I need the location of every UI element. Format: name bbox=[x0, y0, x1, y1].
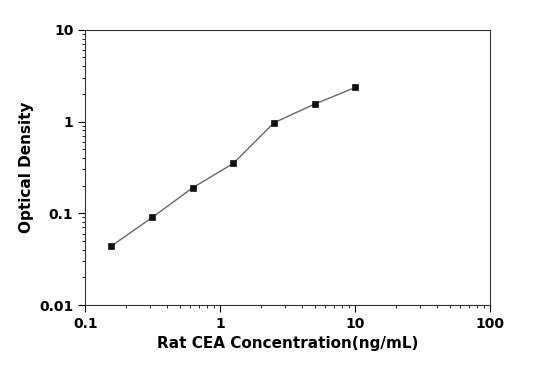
X-axis label: Rat CEA Concentration(ng/mL): Rat CEA Concentration(ng/mL) bbox=[157, 336, 418, 352]
Y-axis label: Optical Density: Optical Density bbox=[19, 102, 34, 233]
